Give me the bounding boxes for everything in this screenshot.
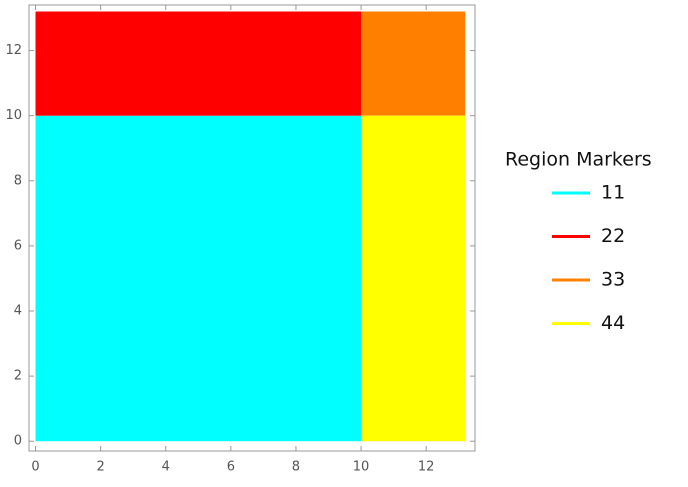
y-tick-label: 10 — [5, 108, 22, 123]
legend-title: Region Markers — [505, 149, 652, 171]
x-tick-label: 8 — [292, 460, 300, 475]
x-tick-label: 4 — [162, 460, 170, 475]
region — [361, 11, 466, 116]
plot-frame — [28, 4, 476, 452]
x-tick-label: 0 — [31, 460, 39, 475]
x-tick-label: 10 — [353, 460, 370, 475]
y-tick-label: 8 — [14, 173, 22, 188]
region — [35, 115, 362, 442]
region — [35, 11, 362, 116]
y-tick-label: 12 — [5, 43, 22, 58]
y-tick-label: 4 — [14, 304, 22, 319]
legend-label: 22 — [601, 225, 625, 247]
y-tick-label: 6 — [14, 238, 22, 253]
x-tick-label: 12 — [418, 460, 435, 475]
legend-label: 11 — [601, 182, 625, 204]
y-tick-label: 0 — [14, 434, 22, 449]
x-tick-label: 6 — [227, 460, 235, 475]
x-tick-label: 2 — [96, 460, 104, 475]
region — [361, 115, 466, 442]
legend-label: 33 — [601, 269, 625, 291]
legend-label: 44 — [601, 312, 625, 334]
y-tick-label: 2 — [14, 369, 22, 384]
